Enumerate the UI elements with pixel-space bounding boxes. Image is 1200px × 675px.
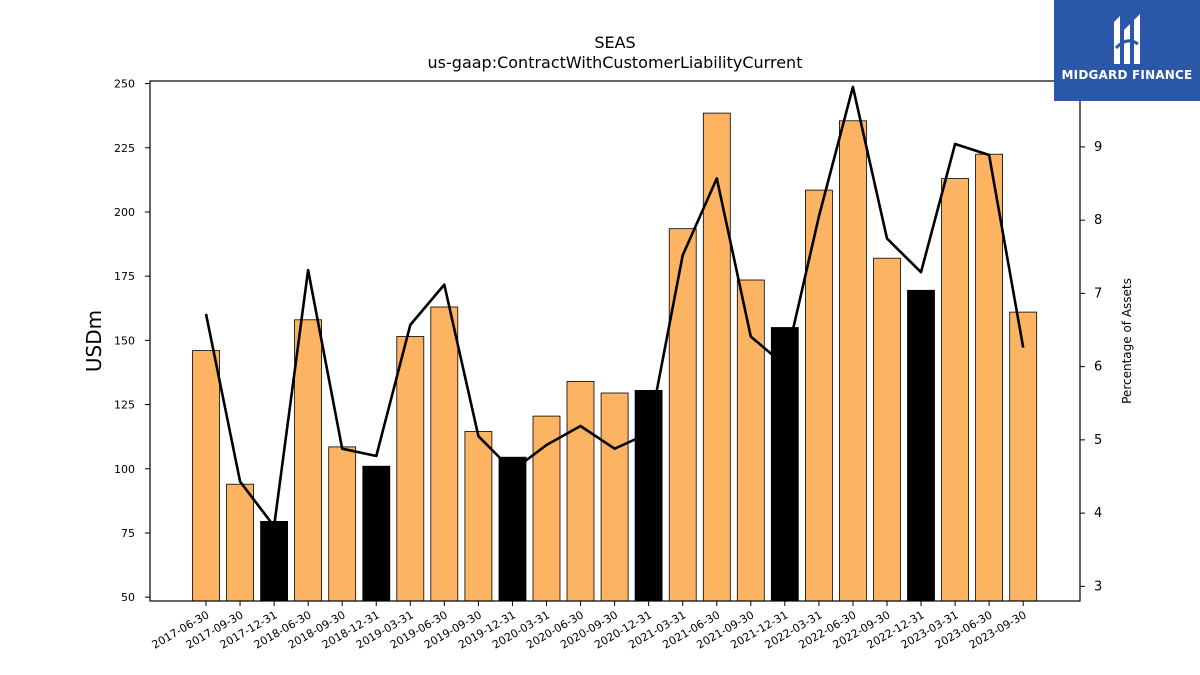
bar-2019-06-30 <box>430 306 459 602</box>
bar-2021-06-30 <box>702 112 731 602</box>
y-tick-label: 200 <box>114 206 135 219</box>
bar-2021-03-31 <box>668 228 697 602</box>
y-tick-label: 125 <box>114 399 135 412</box>
bar-2020-09-30 <box>600 392 629 602</box>
y2-tick-label: 6 <box>1094 360 1102 375</box>
bar-2017-12-31 <box>260 521 289 602</box>
bar-2019-03-31 <box>396 336 425 602</box>
y2-tick-label: 5 <box>1094 433 1102 448</box>
y-axis-label: USDm <box>82 310 106 372</box>
bar-2021-09-30 <box>736 279 765 602</box>
y2-tick-label: 7 <box>1094 286 1102 301</box>
left-axis-ticks: 50 75 100 125 150 175 200 225 250 <box>114 78 150 604</box>
y2-tick-label: 9 <box>1094 140 1102 155</box>
logo-text: MIDGARD FINANCE <box>1061 68 1193 82</box>
bar-2017-09-30 <box>226 483 255 602</box>
bar-2022-09-30 <box>873 257 901 602</box>
right-axis-ticks: 3 4 5 6 7 8 9 <box>1080 140 1102 594</box>
y-tick-label: 100 <box>114 463 135 476</box>
bar-2023-09-30 <box>1009 311 1038 602</box>
bar-2020-06-30 <box>566 380 595 602</box>
bar-2019-12-31 <box>498 456 527 602</box>
y2-tick-label: 8 <box>1094 213 1102 228</box>
bar-2022-03-31 <box>805 189 833 602</box>
y-tick-label: 75 <box>121 527 135 540</box>
bar-2023-06-30 <box>975 153 1003 602</box>
logo-mark-icon <box>1114 14 1140 64</box>
bar-2018-09-30 <box>328 446 357 602</box>
bar-2020-12-31 <box>634 389 663 602</box>
percentage-line <box>204 85 1025 528</box>
x-axis-ticks: 2017-06-302017-09-302017-12-312018-06-30… <box>150 601 1029 652</box>
bar-2021-12-31 <box>770 327 799 602</box>
y2-tick-label: 3 <box>1094 579 1102 594</box>
chart-subtitle: us-gaap:ContractWithCustomerLiabilityCur… <box>428 53 803 72</box>
bar-2017-06-30 <box>192 350 220 602</box>
bar-2023-03-31 <box>941 178 969 602</box>
y-tick-label: 50 <box>121 591 135 604</box>
chart-title: SEAS <box>594 33 635 52</box>
bar-2018-06-30 <box>294 319 323 602</box>
bar-2020-03-31 <box>532 415 561 602</box>
y-tick-label: 250 <box>114 78 135 91</box>
bar-2019-09-30 <box>464 431 493 602</box>
bars-group <box>192 112 1038 602</box>
bar-2018-12-31 <box>362 465 391 602</box>
y-tick-label: 175 <box>114 270 135 283</box>
y2-axis-label: Percentage of Assets <box>1120 278 1134 404</box>
y-tick-label: 150 <box>114 334 135 347</box>
y2-tick-label: 4 <box>1094 506 1102 521</box>
bar-2022-06-30 <box>839 120 867 602</box>
bar-2022-12-31 <box>907 289 935 602</box>
logo: MIDGARD FINANCE <box>1054 0 1200 101</box>
y-tick-label: 225 <box>114 142 135 155</box>
